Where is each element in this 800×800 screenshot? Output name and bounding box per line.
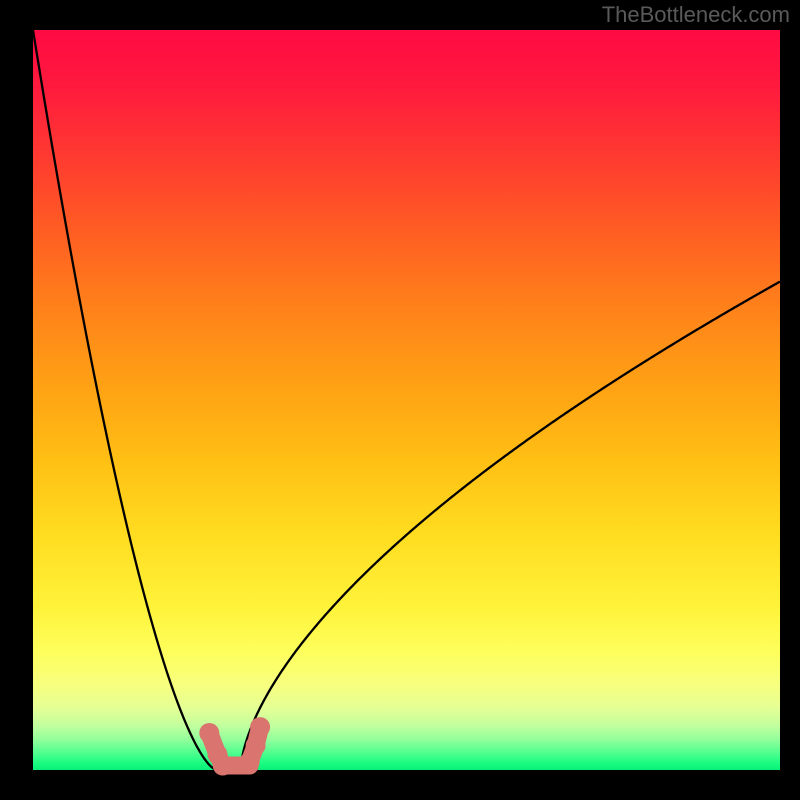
bottleneck-chart (0, 0, 800, 800)
plot-background (33, 30, 780, 770)
marker-dot (246, 736, 266, 756)
marker-dot (199, 723, 219, 743)
marker-dot (250, 717, 270, 737)
marker-dot (213, 756, 233, 776)
chart-stage: TheBottleneck.com (0, 0, 800, 800)
watermark-text: TheBottleneck.com (602, 2, 790, 28)
